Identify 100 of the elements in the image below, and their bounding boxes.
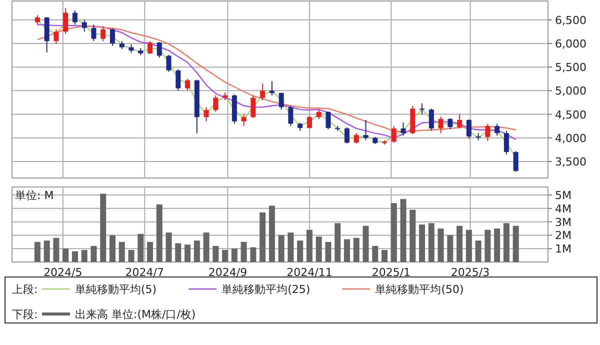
legend-title: 上段: — [12, 283, 38, 296]
bar — [147, 242, 154, 262]
bar — [156, 204, 162, 262]
bar — [72, 251, 78, 262]
x-tick-label: 2025/1 — [372, 266, 411, 279]
bar — [62, 248, 69, 262]
candlestick — [428, 108, 434, 132]
candlestick — [504, 130, 509, 155]
y-tick-label: 1M — [555, 242, 572, 256]
y-tick-label: 3M — [555, 216, 572, 229]
bar — [240, 242, 247, 262]
candlestick — [34, 14, 40, 26]
x-tick-label: 2025/3 — [450, 266, 490, 279]
candlestick — [363, 119, 368, 141]
bar — [288, 232, 294, 262]
legend-label: 単純移動平均(50) — [375, 283, 464, 296]
bar — [494, 228, 500, 262]
bar — [475, 240, 482, 262]
candlestick — [354, 132, 359, 144]
candlestick — [250, 94, 256, 119]
candlestick — [166, 54, 172, 72]
candlestick — [72, 10, 78, 26]
bar — [297, 240, 304, 262]
candlestick — [466, 118, 472, 140]
y-tick-label: 5,500 — [555, 61, 586, 74]
bar — [382, 250, 388, 262]
candlestick — [82, 19, 87, 32]
bar — [203, 232, 210, 262]
bar — [344, 239, 350, 262]
bar — [250, 247, 256, 262]
bar — [184, 244, 191, 262]
candlestick — [326, 110, 331, 130]
legend-label: 単純移動平均(25) — [222, 283, 310, 296]
candlestick — [185, 78, 190, 92]
y-tick-label: 6,500 — [555, 14, 586, 27]
bar — [128, 250, 134, 262]
bar — [175, 243, 182, 262]
candlestick — [54, 28, 59, 44]
y-axis-title: 単位: M — [15, 189, 54, 202]
bar — [353, 238, 360, 262]
candlestick — [513, 150, 518, 172]
candlestick — [278, 92, 284, 110]
bar — [44, 240, 50, 262]
candlestick — [110, 28, 115, 46]
candlestick — [457, 114, 462, 129]
bar — [212, 246, 219, 262]
candlestick — [156, 42, 162, 58]
y-tick-label: 2M — [555, 229, 572, 242]
candlestick — [448, 118, 453, 130]
bar — [166, 232, 172, 262]
y-tick-label: 4M — [555, 202, 572, 216]
candlestick — [260, 83, 266, 101]
legend-label: 単純移動平均(5) — [75, 283, 157, 296]
bar — [110, 235, 116, 262]
candlestick — [344, 126, 350, 144]
candlestick — [269, 80, 274, 96]
candlestick — [316, 109, 322, 120]
candlestick — [91, 24, 96, 42]
bar — [316, 236, 322, 262]
bar — [390, 203, 397, 262]
bar — [260, 212, 266, 262]
bar — [334, 223, 341, 262]
candlestick — [306, 116, 312, 129]
candlestick — [100, 26, 106, 42]
bar — [278, 235, 284, 262]
bar — [410, 210, 416, 262]
bar — [362, 226, 369, 262]
candlestick — [494, 123, 500, 136]
bar — [194, 240, 200, 262]
bar — [138, 234, 144, 262]
candlestick — [148, 40, 153, 54]
bar — [428, 223, 434, 262]
y-tick-label: 6,000 — [555, 37, 586, 50]
legend-label: 出来高 単位:(M株/口/枚) — [75, 308, 196, 321]
legend-title: 下段: — [12, 308, 38, 321]
candlestick — [44, 16, 50, 53]
bar — [34, 242, 40, 262]
bar — [306, 230, 312, 262]
candlestick — [485, 123, 490, 142]
bar — [438, 228, 444, 262]
bar — [90, 246, 97, 262]
bar — [118, 242, 125, 262]
bar — [222, 250, 228, 262]
x-tick-label: 2024/9 — [208, 266, 248, 279]
candlestick — [213, 94, 218, 112]
bar — [53, 238, 60, 262]
candlestick — [400, 122, 406, 136]
bar — [100, 194, 106, 262]
bar — [503, 223, 510, 262]
bar — [447, 235, 454, 262]
bar — [466, 230, 472, 262]
bar — [419, 224, 426, 262]
x-tick-label: 2024/7 — [125, 266, 164, 279]
bar — [81, 250, 88, 262]
candlestick — [176, 68, 181, 92]
candlestick — [438, 116, 444, 134]
bar — [325, 242, 332, 262]
candlestick — [288, 105, 294, 127]
bar — [372, 246, 378, 262]
bar — [231, 248, 238, 262]
